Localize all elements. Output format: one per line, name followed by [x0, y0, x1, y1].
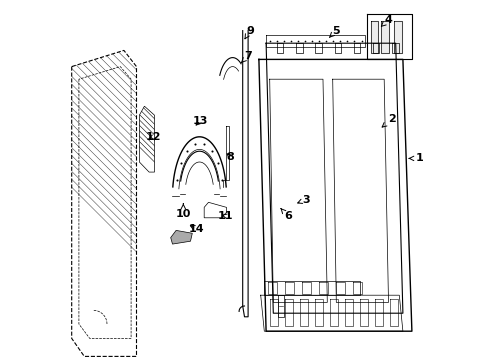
Polygon shape [381, 21, 388, 53]
Text: 11: 11 [218, 211, 233, 221]
Text: 6: 6 [280, 208, 291, 221]
Text: 1: 1 [408, 153, 422, 163]
Text: 14: 14 [188, 224, 203, 234]
Text: 10: 10 [175, 204, 191, 219]
Text: 2: 2 [381, 114, 395, 127]
Polygon shape [370, 21, 378, 53]
Text: 9: 9 [244, 26, 253, 39]
Polygon shape [393, 21, 401, 53]
Text: 8: 8 [226, 152, 233, 162]
Text: 5: 5 [329, 26, 340, 37]
Text: 13: 13 [192, 116, 208, 126]
Polygon shape [170, 230, 192, 244]
Text: 4: 4 [381, 15, 392, 26]
Text: 3: 3 [297, 195, 309, 205]
Text: 7: 7 [241, 51, 251, 63]
Text: 12: 12 [146, 132, 161, 142]
